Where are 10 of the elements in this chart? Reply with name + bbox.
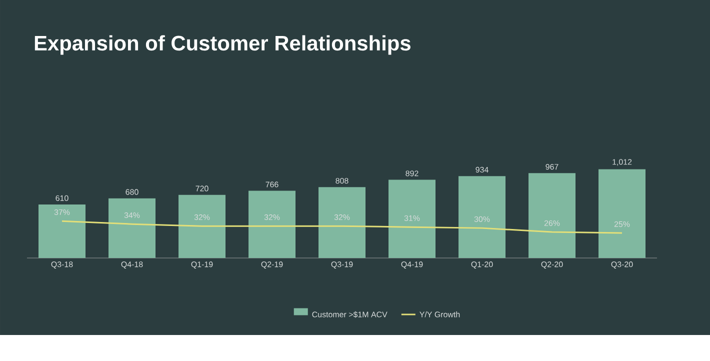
bar <box>178 194 226 258</box>
bar <box>108 198 156 258</box>
bar <box>318 187 366 258</box>
bar <box>248 190 296 258</box>
bar <box>38 204 86 258</box>
bar <box>598 169 646 258</box>
chart-title: Expansion of Customer Relationships <box>34 35 410 55</box>
bar <box>458 176 506 258</box>
bar <box>528 173 576 258</box>
bar <box>388 180 436 258</box>
